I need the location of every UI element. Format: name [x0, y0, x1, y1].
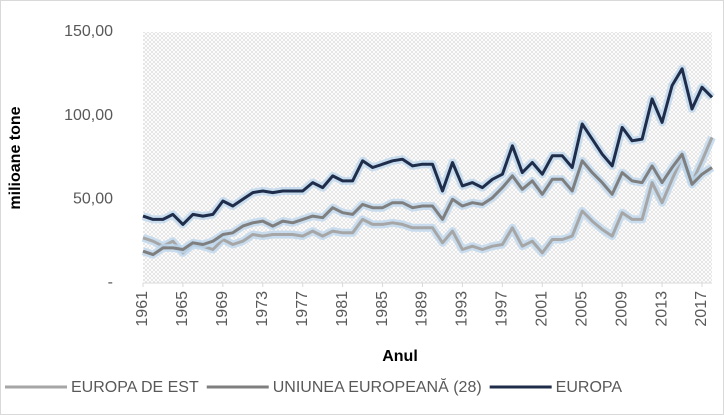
legend-label: EUROPA: [556, 379, 623, 396]
legend-label: UNIUNEA EUROPEANĂ (28): [273, 377, 482, 396]
x-tick-label: 1981: [334, 291, 351, 327]
x-tick-label: 1989: [414, 291, 431, 327]
line: [142, 136, 714, 255]
y-axis-label: milioane tone: [7, 106, 24, 209]
y-tick-label: -: [108, 274, 113, 291]
x-tick-label: 2001: [534, 291, 551, 327]
y-tick-label: 100,00: [64, 107, 113, 124]
x-tick-label: 1977: [294, 291, 311, 327]
x-axis-label: Anul: [382, 348, 418, 365]
x-tick-label: 2017: [693, 291, 710, 327]
x-tick-label: 2009: [613, 291, 630, 327]
x-tick-label: 1997: [494, 291, 511, 327]
legend-label: EUROPA DE EST: [71, 379, 199, 396]
line: [142, 67, 714, 226]
y-tick-label: 50,00: [73, 191, 113, 208]
x-tick-label: 1973: [254, 291, 271, 327]
x-tick-label: 1961: [134, 291, 151, 327]
x-tick-label: 1965: [174, 291, 191, 327]
x-tick-label: 2005: [573, 291, 590, 327]
x-tick-label: 2013: [653, 291, 670, 327]
y-tick-label: 150,00: [64, 23, 113, 40]
x-tick-label: 1993: [454, 291, 471, 327]
x-tick-label: 1985: [374, 291, 391, 327]
line: [142, 152, 713, 257]
x-tick-label: 1969: [214, 291, 231, 327]
